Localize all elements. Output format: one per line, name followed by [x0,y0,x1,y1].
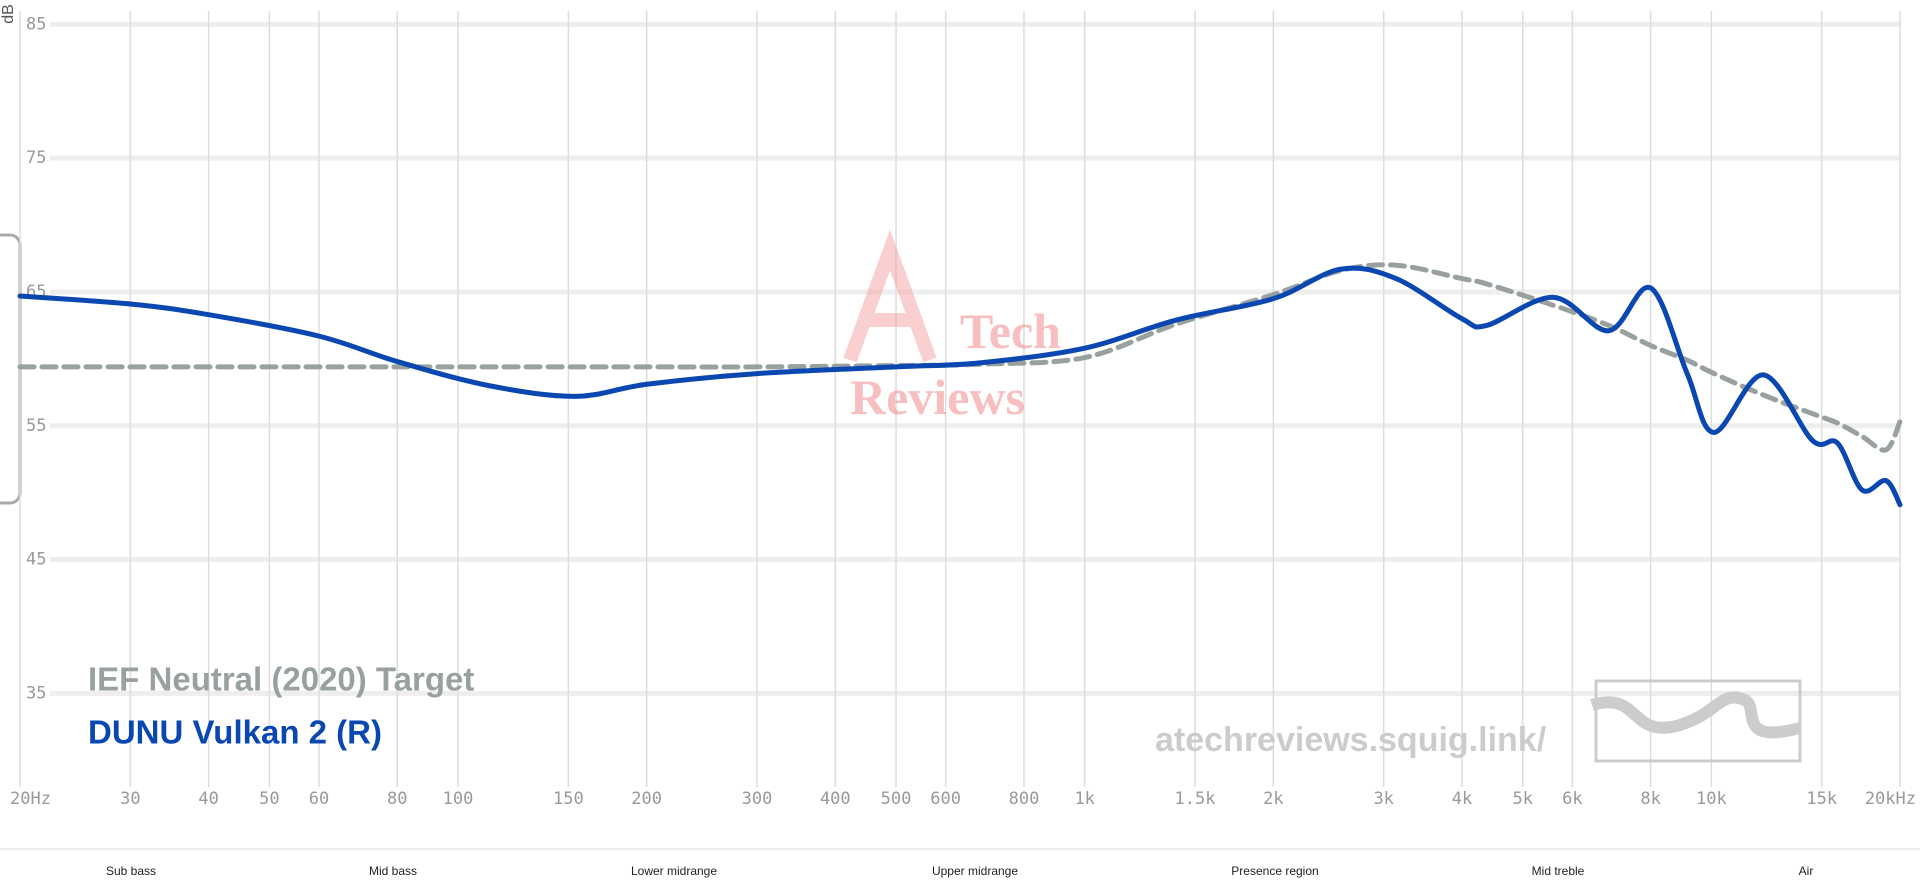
x-tick-label: 200 [631,789,662,809]
region-label: Presence region [1231,864,1318,878]
x-tick-label: 6k [1562,789,1582,809]
region-label: Air [1799,864,1814,878]
x-tick-label: 400 [820,789,851,809]
x-tick-label: 3k [1373,789,1393,809]
region-label: Sub bass [106,864,156,878]
x-tick-label: 60 [309,789,329,809]
logo-wave [1590,691,1802,739]
x-tick-label: 10k [1696,789,1727,809]
logo-mark [843,229,937,363]
x-tick-label: 100 [443,789,474,809]
logo-box [1594,679,1802,763]
x-tick-label: 5k [1512,789,1532,809]
region-label: Lower midrange [631,864,717,878]
side-handle[interactable] [0,233,22,505]
y-axis-label: dB [0,4,17,24]
logo-text: Tech [960,303,1061,359]
y-tick-label: 55 [26,416,46,436]
x-tick-label: 4k [1452,789,1472,809]
x-tick-label: 800 [1009,789,1040,809]
x-tick-label: 20kHz [1865,789,1916,809]
x-tick-label: 50 [259,789,279,809]
x-tick-label: 300 [742,789,773,809]
x-tick-label: 2k [1263,789,1283,809]
x-tick-label: 8k [1640,789,1660,809]
region-label: Mid bass [369,864,417,878]
logo-text: Reviews [850,369,1025,425]
x-tick-label: 1k [1074,789,1094,809]
x-tick-label: 20Hz [10,789,51,809]
x-tick-label: 40 [198,789,218,809]
legend-label: IEF Neutral (2020) Target [88,661,474,698]
x-tick-label: 150 [553,789,584,809]
grid [19,11,1901,787]
y-tick-label: 35 [26,683,46,703]
legend-label: DUNU Vulkan 2 (R) [88,714,382,751]
x-tick-label: 1.5k [1175,789,1216,809]
y-tick-label: 75 [26,148,46,168]
series-line [17,265,1903,508]
y-tick-label: 85 [26,14,46,34]
series-line [17,262,1903,453]
region-label: Upper midrange [932,864,1018,878]
x-tick-label: 600 [930,789,961,809]
x-tick-label: 15k [1806,789,1837,809]
url-watermark: atechreviews.squig.link/ [1155,721,1547,759]
y-tick-label: 45 [26,550,46,570]
x-tick-label: 30 [120,789,140,809]
x-tick-label: 80 [387,789,407,809]
x-tick-label: 500 [881,789,912,809]
region-label: Mid treble [1532,864,1585,878]
